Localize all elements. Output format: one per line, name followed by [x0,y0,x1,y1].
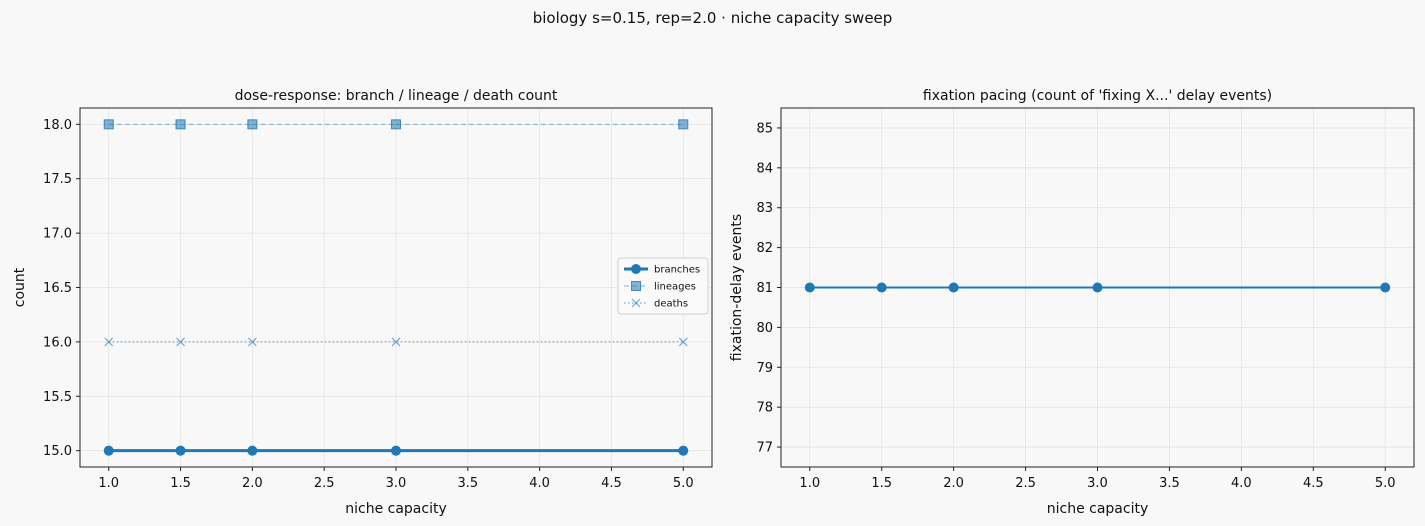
y-tick-label: 15.0 [43,444,72,459]
y-axis-label: count [12,267,28,307]
y-tick-label: 81 [756,281,773,296]
data-point-value [876,282,887,293]
data-point-value [1092,282,1103,293]
y-tick-label: 82 [756,241,773,256]
x-axis-label: niche capacity [1047,501,1149,517]
legend-label: lineages [654,282,696,293]
y-tick-label: 17.0 [43,227,72,242]
x-tick-label: 4.0 [529,476,550,491]
data-point-deaths [678,337,688,347]
legend-marker [631,264,641,274]
x-tick-label: 3.0 [386,476,407,491]
data-point-branches [103,445,114,456]
data-point-deaths [247,337,257,347]
chart-title: fixation pacing (count of 'fixing X...' … [923,88,1272,104]
y-tick-label: 16.0 [43,335,72,350]
x-tick-label: 1.5 [871,476,892,491]
legend-label: branches [654,265,700,276]
y-tick-label: 78 [756,401,773,416]
y-tick-label: 83 [756,201,773,216]
y-tick-label: 15.5 [43,390,72,405]
y-tick-label: 16.5 [43,281,72,296]
data-point-lineages [247,119,258,130]
data-point-lineages [391,119,401,130]
y-tick-label: 85 [756,121,773,136]
data-point-value [804,282,815,293]
plot-frame [79,107,713,468]
data-point-deaths [104,337,114,347]
x-tick-label: 3.5 [457,476,478,491]
x-tick-label: 1.0 [98,476,119,491]
data-point-lineages [175,119,186,130]
chart-dose-response: 1.0 1.5 2.0 2.5 3.0 3.5 4.0 4.5 5.0 15.0 15.5 16.0 1… [12,88,713,517]
chart-title: dose-response: branch / lineage / death … [235,88,558,104]
y-axis-label: fixation-delay events [729,214,745,361]
plot-frame [780,107,1415,468]
x-tick-label: 3.5 [1159,476,1180,491]
x-tick-label: 2.0 [943,476,964,491]
x-tick-label: 4.5 [601,476,622,491]
data-point-deaths [391,337,401,347]
legend-marker [631,298,641,308]
x-tick-label: 2.5 [1015,476,1036,491]
data-point-lineages [103,119,114,130]
x-tick-label: 4.5 [1303,476,1324,491]
x-tick-label: 1.0 [799,476,820,491]
data-point-value [948,282,959,293]
legend-marker [631,281,641,291]
y-tick-label: 77 [756,441,773,456]
y-tick-label: 80 [756,321,773,336]
y-tick-label: 17.5 [43,172,72,187]
x-tick-label: 2.0 [242,476,263,491]
data-point-branches [247,445,258,456]
x-tick-label: 2.5 [314,476,335,491]
data-point-value [1380,282,1391,293]
x-tick-label: 3.0 [1087,476,1108,491]
figure-title: biology s=0.15, rep=2.0 · niche capacity… [532,9,893,27]
x-tick-label: 4.0 [1231,476,1252,491]
x-tick-label: 5.0 [673,476,694,491]
data-point-deaths [176,337,185,347]
y-tick-label: 84 [756,161,773,176]
y-tick-label: 79 [756,361,773,376]
chart-fixation-pacing: 1.0 1.5 2.0 2.5 3.0 3.5 4.0 4.5 5.0 77 78 79 80 81 82 8… [729,88,1415,517]
data-point-lineages [678,119,689,130]
data-point-branches [391,445,401,456]
x-axis-label: niche capacity [345,501,447,517]
data-point-branches [678,445,689,456]
data-point-branches [175,445,186,456]
legend-box [617,257,709,315]
y-tick-label: 18.0 [43,118,72,133]
x-tick-label: 1.5 [170,476,191,491]
legend-label: deaths [654,299,688,310]
x-tick-label: 5.0 [1375,476,1396,491]
